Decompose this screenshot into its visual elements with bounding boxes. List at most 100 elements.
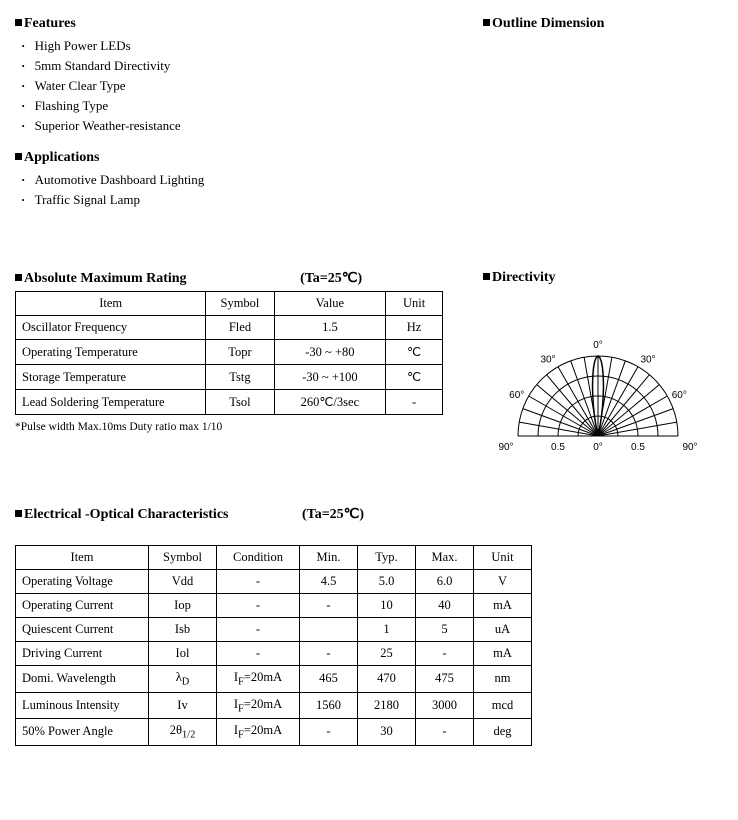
table-row: Lead Soldering TemperatureTsol260℃/3sec- bbox=[16, 390, 443, 415]
outline-heading: Outline Dimension bbox=[483, 16, 723, 32]
table-cell: 2θ1/2 bbox=[149, 719, 217, 746]
table-header: Unit bbox=[474, 546, 532, 570]
table-cell: 1 bbox=[358, 618, 416, 642]
table-cell: IF=20mA bbox=[217, 692, 300, 719]
table-cell: Tstg bbox=[206, 365, 274, 390]
applications-heading-text: Applications bbox=[24, 150, 99, 165]
table-cell: - bbox=[300, 594, 358, 618]
table-cell: 475 bbox=[416, 666, 474, 693]
table-cell: Fled bbox=[206, 316, 274, 340]
table-header: Symbol bbox=[206, 292, 274, 316]
table-cell: mcd bbox=[474, 692, 532, 719]
table-header: Max. bbox=[416, 546, 474, 570]
table-cell: 25 bbox=[358, 642, 416, 666]
table-cell: Operating Current bbox=[16, 594, 149, 618]
list-item: Flashing Type bbox=[21, 96, 443, 116]
bullet-square bbox=[15, 274, 22, 281]
table-cell: 2180 bbox=[358, 692, 416, 719]
table-cell: deg bbox=[474, 719, 532, 746]
feature-text: Superior Weather-resistance bbox=[35, 118, 181, 133]
svg-text:90°: 90° bbox=[682, 442, 697, 453]
feature-text: Flashing Type bbox=[35, 98, 109, 113]
svg-text:60°: 60° bbox=[672, 390, 687, 401]
table-cell: -30 ~ +100 bbox=[274, 365, 386, 390]
table-cell: 470 bbox=[358, 666, 416, 693]
table-header: Unit bbox=[386, 292, 443, 316]
feature-text: 5mm Standard Directivity bbox=[35, 58, 171, 73]
table-cell: 3000 bbox=[416, 692, 474, 719]
abs-max-ta-note: (Ta=25℃) bbox=[300, 270, 362, 287]
table-header: Symbol bbox=[149, 546, 217, 570]
feature-text: High Power LEDs bbox=[35, 38, 131, 53]
table-cell: - bbox=[217, 618, 300, 642]
table-cell: λD bbox=[149, 666, 217, 693]
table-cell: Domi. Wavelength bbox=[16, 666, 149, 693]
table-row: Driving CurrentIol--25-mA bbox=[16, 642, 532, 666]
directivity-polar-svg: 0°30°30°60°60°90°90°0.50°0.5 bbox=[483, 306, 713, 476]
feature-text: Water Clear Type bbox=[35, 78, 126, 93]
outline-heading-text: Outline Dimension bbox=[492, 16, 604, 31]
applications-heading: Applications bbox=[15, 150, 443, 166]
table-cell: mA bbox=[474, 642, 532, 666]
directivity-heading-text: Directivity bbox=[492, 270, 556, 285]
bullet-square bbox=[15, 19, 22, 26]
svg-text:0.5: 0.5 bbox=[551, 442, 565, 453]
table-cell bbox=[300, 618, 358, 642]
table-cell: Driving Current bbox=[16, 642, 149, 666]
table-row: Operating CurrentIop--1040mA bbox=[16, 594, 532, 618]
table-cell: - bbox=[217, 642, 300, 666]
abs-max-footnote: *Pulse width Max.10ms Duty ratio max 1/1… bbox=[15, 421, 443, 433]
list-item: High Power LEDs bbox=[21, 36, 443, 56]
table-header: Min. bbox=[300, 546, 358, 570]
table-cell: Operating Temperature bbox=[16, 340, 206, 365]
table-cell: - bbox=[386, 390, 443, 415]
list-item: Traffic Signal Lamp bbox=[21, 190, 443, 210]
table-cell: Lead Soldering Temperature bbox=[16, 390, 206, 415]
table-row: Oscillator FrequencyFled1.5Hz bbox=[16, 316, 443, 340]
abs-max-heading: Absolute Maximum Rating (Ta=25℃) bbox=[15, 270, 443, 287]
abs-max-table: ItemSymbolValueUnitOscillator FrequencyF… bbox=[15, 291, 443, 415]
table-row: Quiescent CurrentIsb-15uA bbox=[16, 618, 532, 642]
svg-text:0°: 0° bbox=[593, 340, 603, 351]
table-row: Domi. WavelengthλDIF=20mA465470475nm bbox=[16, 666, 532, 693]
table-cell: Operating Voltage bbox=[16, 570, 149, 594]
table-cell: - bbox=[300, 719, 358, 746]
list-item: Water Clear Type bbox=[21, 76, 443, 96]
features-list: High Power LEDs 5mm Standard Directivity… bbox=[21, 36, 443, 136]
applications-list: Automotive Dashboard Lighting Traffic Si… bbox=[21, 170, 443, 210]
elec-heading-text: Electrical -Optical Characteristics bbox=[24, 507, 228, 522]
table-cell: 5.0 bbox=[358, 570, 416, 594]
bullet-square bbox=[15, 510, 22, 517]
table-cell: 30 bbox=[358, 719, 416, 746]
table-cell: Iop bbox=[149, 594, 217, 618]
table-cell: Quiescent Current bbox=[16, 618, 149, 642]
list-item: Superior Weather-resistance bbox=[21, 116, 443, 136]
list-item: Automotive Dashboard Lighting bbox=[21, 170, 443, 190]
table-cell: 6.0 bbox=[416, 570, 474, 594]
table-cell: - bbox=[416, 719, 474, 746]
bullet-square bbox=[15, 153, 22, 160]
table-header: Item bbox=[16, 292, 206, 316]
svg-text:30°: 30° bbox=[540, 355, 555, 366]
table-cell: 50% Power Angle bbox=[16, 719, 149, 746]
table-cell: ℃ bbox=[386, 340, 443, 365]
directivity-chart: 0°30°30°60°60°90°90°0.50°0.5 bbox=[483, 306, 723, 480]
table-cell: IF=20mA bbox=[217, 666, 300, 693]
features-heading-text: Features bbox=[24, 16, 76, 31]
bullet-square bbox=[483, 273, 490, 280]
table-cell: Luminous Intensity bbox=[16, 692, 149, 719]
svg-text:30°: 30° bbox=[640, 355, 655, 366]
table-cell: 5 bbox=[416, 618, 474, 642]
table-cell: - bbox=[416, 642, 474, 666]
table-row: Storage TemperatureTstg-30 ~ +100℃ bbox=[16, 365, 443, 390]
table-cell: 260℃/3sec bbox=[274, 390, 386, 415]
table-cell: - bbox=[217, 594, 300, 618]
table-cell: Oscillator Frequency bbox=[16, 316, 206, 340]
table-cell: 4.5 bbox=[300, 570, 358, 594]
table-cell: Topr bbox=[206, 340, 274, 365]
table-cell: V bbox=[474, 570, 532, 594]
svg-text:60°: 60° bbox=[509, 390, 524, 401]
table-cell: -30 ~ +80 bbox=[274, 340, 386, 365]
table-cell: 465 bbox=[300, 666, 358, 693]
svg-text:0.5: 0.5 bbox=[631, 442, 645, 453]
